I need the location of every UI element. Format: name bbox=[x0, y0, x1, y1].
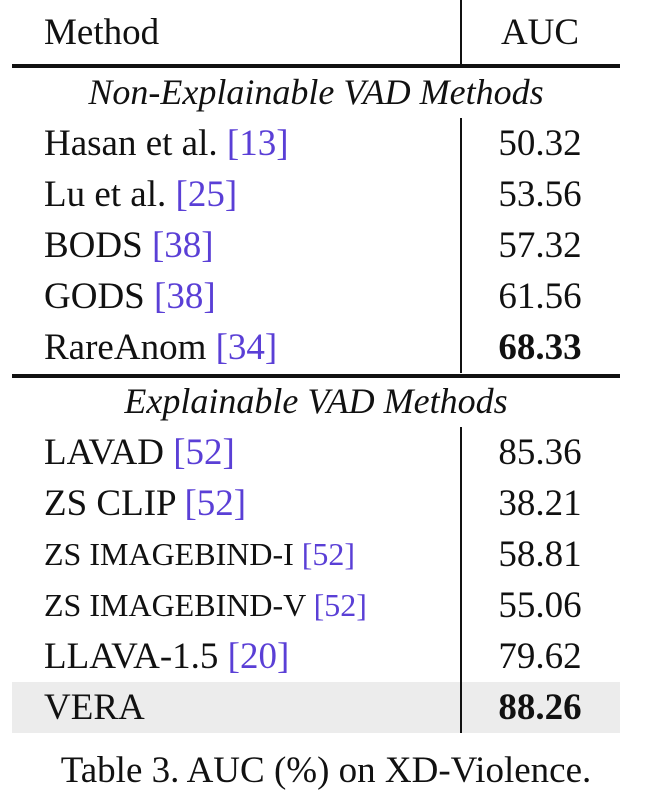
auc-cell: 53.56 bbox=[498, 174, 582, 215]
method-name: Hasan et al. bbox=[44, 123, 218, 164]
citation-link[interactable]: [52] bbox=[184, 483, 247, 524]
method-name: GODS bbox=[44, 276, 145, 317]
auc-cell: 55.06 bbox=[498, 585, 582, 626]
column-divider bbox=[460, 529, 462, 580]
method-cell: VERA bbox=[44, 682, 145, 733]
method-cell: LAVAD [52] bbox=[44, 427, 235, 478]
method-name: ZS IMAGEBIND-I bbox=[44, 536, 294, 572]
method-cell: ZS IMAGEBIND-I [52] bbox=[44, 529, 355, 580]
citation-link[interactable]: [13] bbox=[226, 123, 289, 164]
method-name: LAVAD bbox=[44, 432, 164, 473]
table-row: ZS IMAGEBIND-I [52] 58.81 bbox=[12, 529, 620, 580]
citation-link[interactable]: [34] bbox=[215, 327, 278, 368]
table-caption: Table 3. AUC (%) on XD-Violence. bbox=[60, 750, 592, 791]
auc-cell: 68.33 bbox=[498, 327, 582, 368]
column-divider bbox=[460, 478, 462, 529]
column-divider bbox=[460, 0, 462, 66]
method-name: RareAnom bbox=[44, 327, 207, 368]
method-name: LLAVA-1.5 bbox=[44, 636, 219, 677]
section-rule bbox=[12, 374, 620, 378]
method-name: ZS CLIP bbox=[44, 483, 176, 524]
header-auc: AUC bbox=[500, 12, 580, 53]
table-row: Lu et al. [25] 53.56 bbox=[12, 169, 620, 220]
auc-cell: 38.21 bbox=[498, 483, 582, 524]
column-divider bbox=[460, 220, 462, 271]
results-table: Method AUC Non-Explainable VAD Methods H… bbox=[12, 0, 620, 733]
method-name: BODS bbox=[44, 225, 143, 266]
section-title-non-explainable: Non-Explainable VAD Methods bbox=[12, 66, 620, 118]
column-divider bbox=[460, 580, 462, 631]
citation-link[interactable]: [38] bbox=[151, 225, 214, 266]
section-title-explainable: Explainable VAD Methods bbox=[12, 375, 620, 427]
citation-link[interactable]: [38] bbox=[154, 276, 216, 317]
table-row: ZS CLIP [52] 38.21 bbox=[12, 478, 620, 529]
section-non-explainable-body: Hasan et al. [13] 50.32 Lu et al. [25] 53.5… bbox=[12, 118, 620, 373]
table-row: Hasan et al. [13] 50.32 bbox=[12, 118, 620, 169]
header-method: Method bbox=[44, 12, 160, 53]
citation-link[interactable]: [20] bbox=[227, 636, 290, 677]
column-divider bbox=[460, 682, 462, 733]
column-divider bbox=[460, 169, 462, 220]
section-title-text: Non-Explainable VAD Methods bbox=[88, 72, 544, 112]
column-divider bbox=[460, 118, 462, 169]
method-cell: ZS IMAGEBIND-V [52] bbox=[44, 580, 367, 631]
auc-cell: 79.62 bbox=[498, 636, 582, 677]
table-row: BODS [38] 57.32 bbox=[12, 220, 620, 271]
header-rule bbox=[12, 64, 620, 68]
citation-link[interactable]: [52] bbox=[313, 587, 367, 623]
method-cell: Hasan et al. [13] bbox=[44, 118, 289, 169]
auc-cell: 58.81 bbox=[498, 534, 582, 575]
auc-cell: 61.56 bbox=[498, 276, 582, 317]
method-cell: BODS [38] bbox=[44, 220, 214, 271]
auc-cell: 85.36 bbox=[498, 432, 582, 473]
table-header-row: Method AUC bbox=[12, 0, 620, 66]
method-cell: Lu et al. [25] bbox=[44, 169, 237, 220]
auc-cell: 50.32 bbox=[498, 123, 582, 164]
table-row: LAVAD [52] 85.36 bbox=[12, 427, 620, 478]
method-name: VERA bbox=[44, 687, 145, 728]
column-divider bbox=[460, 322, 462, 373]
method-cell: GODS [38] bbox=[44, 271, 216, 322]
table-row: VERA 88.26 bbox=[12, 682, 620, 733]
method-cell: RareAnom [34] bbox=[44, 322, 277, 373]
citation-link[interactable]: [52] bbox=[173, 432, 235, 473]
table-row: LLAVA-1.5 [20] 79.62 bbox=[12, 631, 620, 682]
column-divider bbox=[460, 631, 462, 682]
citation-link[interactable]: [25] bbox=[175, 174, 238, 215]
citation-link[interactable]: [52] bbox=[301, 536, 356, 572]
table-row: ZS IMAGEBIND-V [52] 55.06 bbox=[12, 580, 620, 631]
table-row: GODS [38] 61.56 bbox=[12, 271, 620, 322]
method-name: Lu et al. bbox=[44, 174, 167, 215]
table-row: RareAnom [34] 68.33 bbox=[12, 322, 620, 373]
column-divider bbox=[460, 271, 462, 322]
section-explainable-body: LAVAD [52] 85.36 ZS CLIP [52] 38.21 ZS IMAGE… bbox=[12, 427, 620, 733]
column-divider bbox=[460, 427, 462, 478]
auc-cell: 88.26 bbox=[498, 687, 582, 728]
method-name: ZS IMAGEBIND-V bbox=[44, 587, 306, 623]
method-cell: ZS CLIP [52] bbox=[44, 478, 246, 529]
auc-cell: 57.32 bbox=[498, 225, 582, 266]
method-cell: LLAVA-1.5 [20] bbox=[44, 631, 289, 682]
section-title-text: Explainable VAD Methods bbox=[124, 381, 508, 421]
